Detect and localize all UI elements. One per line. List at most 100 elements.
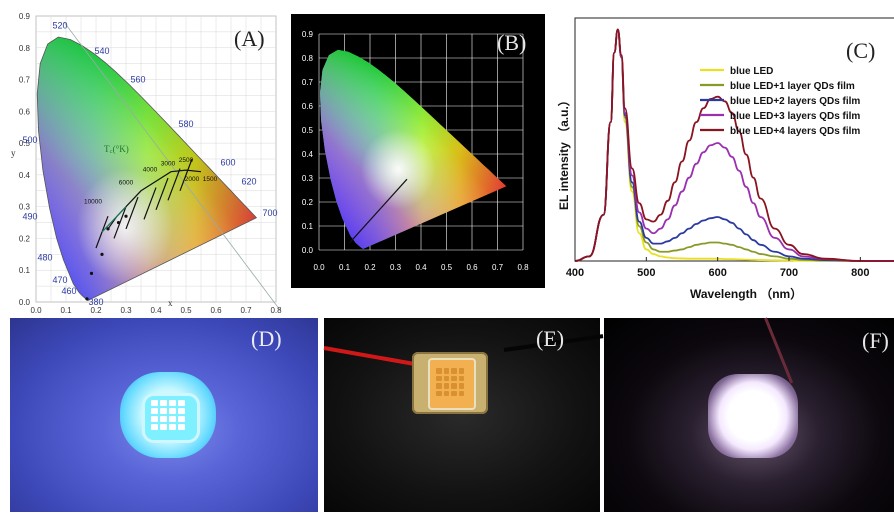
x-tick-label: 0.2 [364, 263, 376, 272]
panel-d: (D) [10, 318, 318, 512]
cct-guide-line [101, 206, 127, 233]
y-tick-label: 0.2 [302, 198, 314, 207]
el-spectrum-chart: (C) blue LED blue LED+1 layer QDs film blu… [556, 17, 894, 301]
led-chip [160, 400, 167, 406]
x-tick-label: 0.0 [313, 263, 325, 272]
chromaticity-point [124, 214, 128, 218]
chromaticity-point [116, 220, 121, 225]
led-chip [160, 408, 167, 414]
isotherm-line [179, 158, 193, 191]
wavelength-label: 380 [88, 297, 103, 307]
panel-b: 0.0 0.1 0.2 0.3 0.4 0.5 0.6 0.7 0.8 0.9 0.0 0.1 0.2… [291, 14, 545, 288]
wavelength-label: 700 [262, 208, 277, 218]
wavelength-label: 600 [220, 157, 235, 167]
y-tick-label: 0.9 [302, 30, 314, 39]
x-tick-label: 700 [780, 267, 798, 279]
chromaticity-point [106, 227, 110, 231]
x-tick-label: 0.2 [90, 306, 102, 315]
panel-f: (F) [604, 317, 894, 512]
y-axis-label: EL intensity （a.u.） [556, 94, 571, 210]
cie-chart-b: 0.0 0.1 0.2 0.3 0.4 0.5 0.6 0.7 0.8 0.9 0.0 0.1 0.2… [302, 30, 529, 272]
cie-chart-a: 0.0 0.1 0.2 0.3 0.4 0.5 0.6 0.7 0.8 0.9 0.0 0.1 0.2… [11, 12, 282, 315]
x-tick-label: 0.4 [150, 306, 162, 315]
x-tick-label: 500 [637, 267, 655, 279]
x-tick-label: 0.0 [30, 306, 42, 315]
led-chip [443, 368, 449, 374]
led-chip [458, 390, 464, 396]
cct-line [349, 178, 408, 244]
x-tick-label: 0.7 [492, 263, 504, 272]
isotherm-line [155, 177, 169, 211]
panel-d-label: (D) [251, 326, 282, 351]
y-tick-label: 0.5 [19, 139, 31, 148]
tangent-line [63, 21, 281, 311]
led-chip [160, 416, 167, 422]
led-chip [151, 416, 158, 422]
led-chip [451, 383, 457, 389]
cct-label: 2500 [179, 157, 194, 164]
spectral-locus [36, 36, 258, 301]
led-chip [436, 375, 442, 381]
y-tick-label: 0.0 [302, 246, 314, 255]
led-chip [451, 368, 457, 374]
cct-label: 4000 [143, 167, 158, 174]
y-tick-label: 0.6 [302, 102, 314, 111]
y-tick-label: 0.1 [302, 222, 314, 231]
legend-entry: blue LED [730, 66, 773, 77]
x-axis-letter: x [168, 298, 173, 308]
chromaticity-point [100, 252, 104, 256]
x-tick-label: 0.6 [210, 306, 222, 315]
led-glow-f [708, 374, 798, 458]
x-axis-label: Wavelength （nm） [690, 286, 802, 301]
y-tick-label: 0.4 [302, 150, 314, 159]
panel-a-label: (A) [234, 26, 265, 51]
legend-entry: blue LED+2 layers QDs film [730, 96, 860, 107]
legend-entry: blue LED+1 layer QDs film [730, 81, 855, 92]
cct-label: 10000 [84, 198, 102, 205]
legend-entry: blue LED+3 layers QDs film [730, 111, 860, 122]
y-tick-label: 0.0 [19, 298, 31, 307]
wavelength-label: 540 [94, 46, 109, 56]
cct-label: 6000 [119, 179, 134, 186]
x-tick-label: 0.8 [517, 263, 529, 272]
wavelength-label: 480 [37, 253, 52, 263]
led-chip [169, 400, 176, 406]
wavelength-label: 460 [61, 286, 76, 296]
led-chip [151, 424, 158, 430]
x-tick-label: 600 [708, 267, 726, 279]
y-tick-label: 0.3 [19, 203, 31, 212]
x-tick-label: 0.4 [415, 263, 427, 272]
chromaticity-point [85, 297, 89, 301]
led-chip [178, 408, 185, 414]
wavelength-label: 500 [22, 135, 37, 145]
y-tick-label: 0.9 [19, 12, 31, 21]
led-chip [443, 390, 449, 396]
red-wire [323, 346, 423, 368]
x-tick-label: 0.5 [441, 263, 453, 272]
x-tick-label: 0.1 [60, 306, 72, 315]
led-chip [458, 383, 464, 389]
led-chip [169, 424, 176, 430]
led-chip [458, 375, 464, 381]
led-chip [443, 375, 449, 381]
x-tick-label: 0.3 [390, 263, 402, 272]
led-chip [178, 424, 185, 430]
y-tick-label: 0.7 [19, 76, 31, 85]
y-tick-label: 0.6 [19, 107, 31, 116]
isotherm-line [125, 196, 139, 230]
led-chip-grid [151, 400, 185, 430]
panel-c: (C) blue LED blue LED+1 layer QDs film blu… [548, 0, 894, 318]
x-tick-label: 0.8 [270, 306, 282, 315]
led-chip [451, 390, 457, 396]
wavelength-label: 520 [52, 21, 67, 31]
y-tick-label: 0.5 [302, 126, 314, 135]
panel-e-label: (E) [536, 326, 565, 351]
spectral-locus-b [320, 49, 507, 249]
panel-e: (E) [323, 318, 604, 512]
legend-entry: blue LED+4 layers QDs film [730, 126, 860, 137]
cct-label: 1500 [203, 176, 218, 183]
led-chip [160, 424, 167, 430]
wavelength-label: 490 [22, 211, 37, 221]
wavelength-label: 470 [52, 275, 67, 285]
x-tick-label: 0.3 [120, 306, 132, 315]
